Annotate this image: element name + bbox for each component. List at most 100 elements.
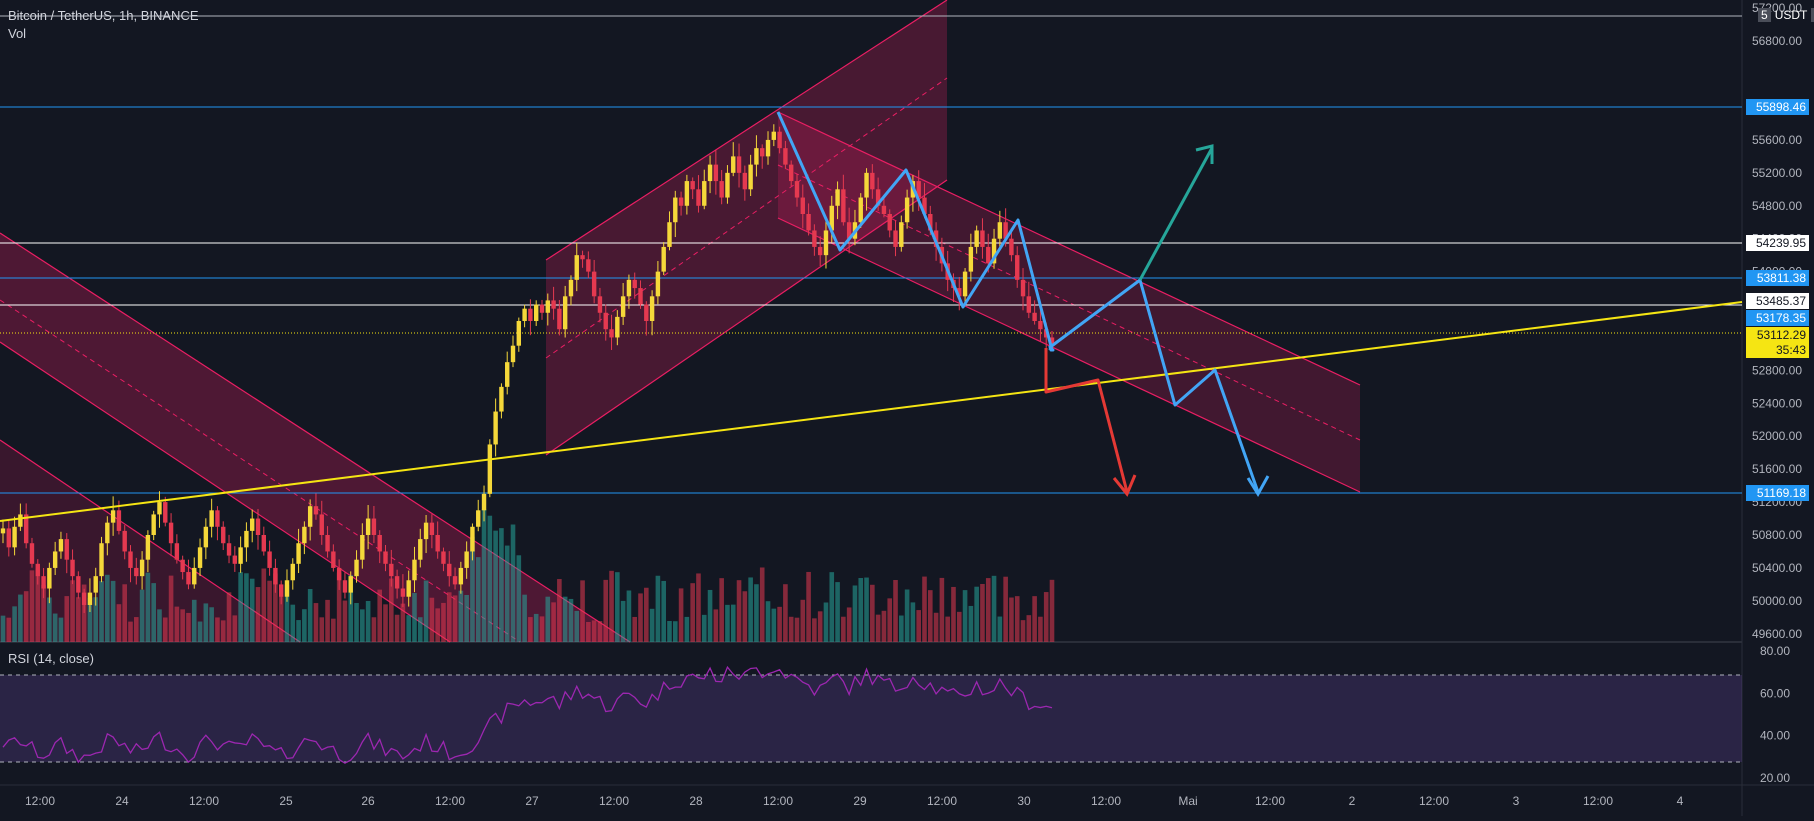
price-tag[interactable]: 54239.95 (1746, 235, 1809, 251)
candle-body (487, 444, 493, 494)
candle-body (870, 172, 875, 190)
price-tag[interactable]: 53178.35 (1746, 310, 1809, 326)
candle-body (1003, 222, 1008, 239)
candlesticks (0, 124, 1055, 614)
candle-body (765, 139, 771, 157)
time-tick-label: 30 (1017, 794, 1031, 808)
price-tag[interactable]: 53811.38 (1746, 270, 1809, 286)
volume-bar (580, 580, 585, 642)
candle-body (632, 279, 637, 289)
candle-body (139, 559, 145, 577)
volume-bar (110, 580, 116, 642)
rsi-axis[interactable]: 80.00 60.00 40.00 20.00 (1760, 644, 1790, 785)
ascending-channel[interactable] (545, 0, 948, 456)
candle-body (325, 535, 330, 552)
candle-body (278, 584, 284, 597)
volume-bar (927, 590, 933, 642)
volume-bar (864, 577, 869, 642)
bearish-arrow[interactable] (1044, 348, 1129, 493)
last-price-tag[interactable]: 53112.29 (1746, 327, 1809, 343)
volume-bar (655, 575, 661, 642)
volume-bar (302, 609, 307, 642)
candle-body (707, 164, 713, 182)
volume-bar (980, 583, 985, 642)
price-tag[interactable]: 53485.37 (1746, 293, 1809, 309)
volume-bar (203, 603, 209, 642)
volume-bar (597, 621, 603, 642)
candle-body (64, 539, 69, 560)
volume-bar (586, 621, 591, 642)
volume-bar (487, 515, 493, 642)
candle-body (788, 164, 794, 182)
volume-bar (562, 596, 568, 642)
volume-bar (162, 617, 168, 642)
volume-bar (464, 594, 469, 642)
bullish-arrow[interactable] (1138, 147, 1214, 281)
candle-body (371, 518, 377, 535)
candle-body (29, 543, 35, 564)
volume-bar (313, 603, 319, 642)
volume-bar (105, 574, 110, 642)
time-axis[interactable]: 12:00 24 12:00 25 26 12:00 27 12:00 28 12:00 29 12:… (25, 794, 1684, 808)
volume-bar (968, 605, 974, 642)
volume-bar (406, 615, 411, 642)
volume-bar (493, 530, 498, 642)
volume-bar (128, 621, 133, 642)
candle-body (192, 567, 197, 585)
volume-bar (180, 609, 185, 642)
volume-bar (1009, 597, 1014, 642)
zigzag-projection[interactable] (776, 111, 1055, 352)
rsi-indicator-label: RSI (14, close) (8, 651, 94, 666)
candle-body (505, 362, 510, 387)
candle-body (794, 181, 800, 198)
price-tick-label: 49600.00 (1752, 627, 1802, 641)
candle-body (922, 197, 927, 214)
volume-bar (701, 614, 707, 642)
scale-box-2[interactable]: 7 (1811, 8, 1814, 22)
candle-body (429, 522, 435, 535)
volume-bar (296, 620, 301, 642)
volume-bar (157, 609, 162, 642)
volume-bar (707, 589, 713, 642)
volume-bar (632, 616, 638, 642)
volume-bar (841, 616, 846, 642)
volume-bar (284, 584, 290, 642)
trendline[interactable] (0, 301, 1743, 522)
price-tag[interactable]: 55898.46 (1746, 99, 1809, 115)
candle-body (829, 205, 834, 231)
rsi-panel[interactable] (0, 665, 1742, 764)
volume-bar (168, 575, 174, 642)
horizontal-levels[interactable] (0, 15, 1742, 494)
time-tick-label: 12:00 (435, 794, 465, 808)
candle-body (823, 230, 829, 256)
candle-body (841, 189, 846, 223)
candle-body (1049, 337, 1055, 346)
volume-bar (441, 602, 446, 642)
scale-box[interactable]: 5 (1758, 8, 1771, 22)
volume-bar (522, 594, 527, 642)
candle-body (377, 535, 382, 552)
volume-bar (725, 604, 730, 642)
volume-bar (220, 620, 226, 642)
currency-label[interactable]: 5USDT7 (1758, 8, 1814, 22)
zigzag-projection-2[interactable] (1048, 278, 1260, 493)
volume-bar (475, 557, 481, 642)
volume-bar (446, 592, 452, 642)
volume-bar (29, 570, 35, 642)
candle-body (881, 205, 887, 214)
volume-bar (145, 572, 151, 642)
candle-body (957, 288, 962, 297)
candle-body (313, 506, 319, 515)
price-tag[interactable]: 51169.18 (1746, 485, 1809, 501)
candle-body (748, 164, 753, 190)
candle-body (522, 308, 527, 321)
volume-bar (591, 620, 597, 642)
candle-body (389, 563, 394, 577)
candle-body (562, 296, 568, 330)
volume-bar (412, 592, 417, 642)
volume-bar (916, 610, 922, 642)
candle-body (110, 510, 116, 523)
volume-bar (516, 555, 522, 642)
